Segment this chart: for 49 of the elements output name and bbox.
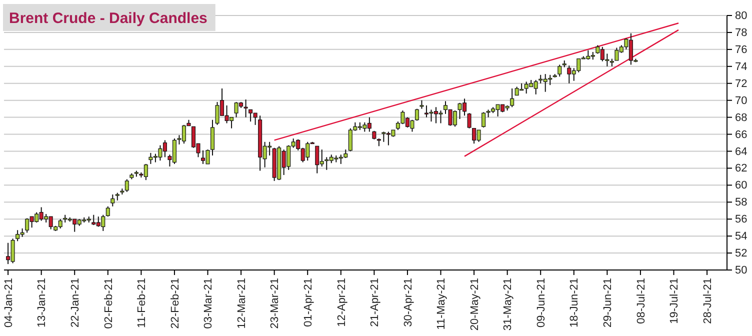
y-tick-label: 74 [735, 60, 748, 73]
y-tick-label: 72 [735, 78, 748, 90]
candlestick [482, 112, 486, 128]
y-tick-label: 68 [735, 112, 748, 124]
candlestick [558, 64, 562, 78]
x-tick-label: 12-Mar-21 [236, 278, 248, 329]
x-tick-label: 12-Apr-21 [336, 278, 348, 327]
candlestick [124, 178, 129, 192]
x-tick-label: 19-Jul-21 [668, 278, 681, 324]
x-tick-label: 01-Apr-21 [302, 278, 314, 327]
x-tick-label: 04-Jan-21 [2, 278, 15, 328]
candlestick [244, 98, 248, 118]
x-tick-label: 23-Mar-21 [269, 278, 282, 329]
x-tick-label: 11-May-21 [436, 278, 448, 330]
x-tick-label: 18-Jun-21 [568, 278, 581, 328]
candlestick [210, 119, 215, 156]
y-tick-label: 58 [735, 196, 748, 209]
x-tick-label: 22-Feb-21 [169, 278, 182, 329]
chart-title: Brent Crude - Daily Candles [9, 10, 208, 27]
x-tick-label: 09-Jun-21 [535, 278, 548, 328]
x-tick-label: 31-May-21 [502, 278, 514, 331]
y-tick-label: 60 [735, 180, 748, 192]
y-tick-label: 54 [735, 230, 748, 243]
x-tick-label: 22-Jan-21 [69, 278, 82, 328]
y-tick-label: 80 [735, 10, 748, 22]
candlestick [467, 112, 472, 129]
x-tick-label: 11-Feb-21 [136, 278, 148, 328]
y-tick-label: 76 [735, 44, 748, 56]
x-tick-label: 28-Jul-21 [702, 278, 714, 324]
y-tick-label: 50 [735, 264, 748, 277]
candlestick [106, 206, 110, 218]
candlestick [110, 194, 115, 207]
y-tick-label: 62 [735, 162, 748, 175]
x-tick-label: 29-Jun-21 [602, 278, 614, 328]
y-tick-label: 64 [735, 146, 748, 158]
x-tick-label: 21-Apr-21 [369, 278, 382, 327]
y-tick-label: 66 [735, 128, 748, 141]
y-tick-label: 52 [735, 248, 748, 260]
x-tick-label: 20-May-21 [468, 278, 481, 331]
x-tick-label: 03-Mar-21 [202, 278, 215, 329]
candlestick [414, 108, 419, 122]
y-tick-label: 70 [735, 94, 748, 107]
x-tick-label: 02-Feb-21 [102, 278, 115, 329]
x-tick-label: 30-Apr-21 [402, 278, 414, 327]
x-tick-label: 08-Jul-21 [635, 278, 648, 324]
x-tick-label: 13-Jan-21 [36, 278, 48, 328]
candlestick [510, 88, 514, 108]
y-tick-label: 56 [735, 214, 748, 226]
y-tick-label: 78 [735, 26, 748, 39]
